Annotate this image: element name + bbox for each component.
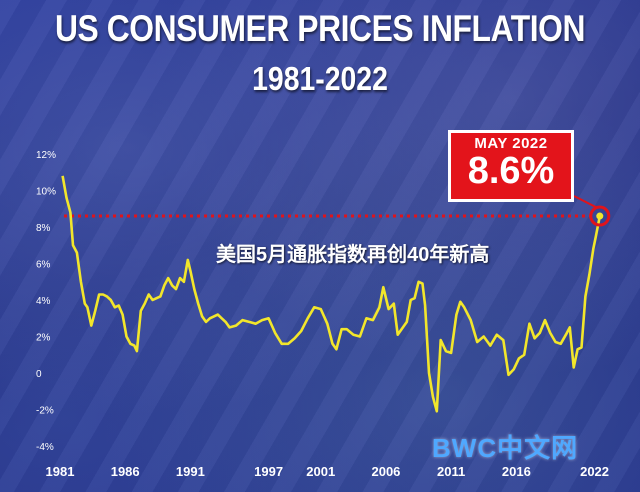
y-tick-label: 12%: [36, 150, 56, 161]
watermark-logo: BWC中文网: [432, 433, 579, 463]
callout-connector: [573, 195, 599, 209]
highlight-circle: [589, 205, 611, 227]
y-tick-label: 8%: [36, 223, 51, 234]
y-tick-label: 10%: [36, 187, 56, 198]
y-tick-label: 6%: [36, 260, 51, 271]
callout-box: MAY 2022 8.6%: [448, 130, 574, 202]
x-tick-label: 1991: [176, 464, 205, 479]
y-tick-label: 2%: [36, 333, 51, 344]
x-tick-label: 2006: [371, 464, 400, 479]
x-tick-label: 2001: [306, 464, 335, 479]
x-tick-label: 2022: [580, 464, 609, 479]
y-tick-label: 0: [36, 369, 42, 380]
y-tick-label: -2%: [36, 406, 54, 417]
x-axis-ticks: 1981 1986 1991 1997 2001 2006 2011 2016 2022: [46, 464, 609, 479]
inflation-line: [61, 175, 602, 413]
y-tick-label: 4%: [36, 296, 51, 307]
x-tick-label: 1986: [111, 464, 140, 479]
x-tick-label: 2016: [502, 464, 531, 479]
x-tick-label: 1981: [46, 464, 75, 479]
callout-month: MAY 2022: [474, 135, 548, 152]
chart-title: US CONSUMER PRICES INFLATION: [54, 8, 586, 49]
y-tick-label: -4%: [36, 442, 54, 453]
x-tick-label: 2011: [437, 464, 465, 479]
x-tick-label: 1997: [254, 464, 283, 479]
highlight-point: [596, 212, 604, 220]
callout-value: 8.6%: [467, 150, 555, 192]
chart-subtitle: 1981-2022: [252, 60, 388, 97]
y-axis-ticks: 12% 10% 8% 6% 4% 2% 0 -2% -4%: [36, 150, 56, 453]
annotation-text: 美国5月通胀指数再创40年新高: [216, 244, 490, 266]
